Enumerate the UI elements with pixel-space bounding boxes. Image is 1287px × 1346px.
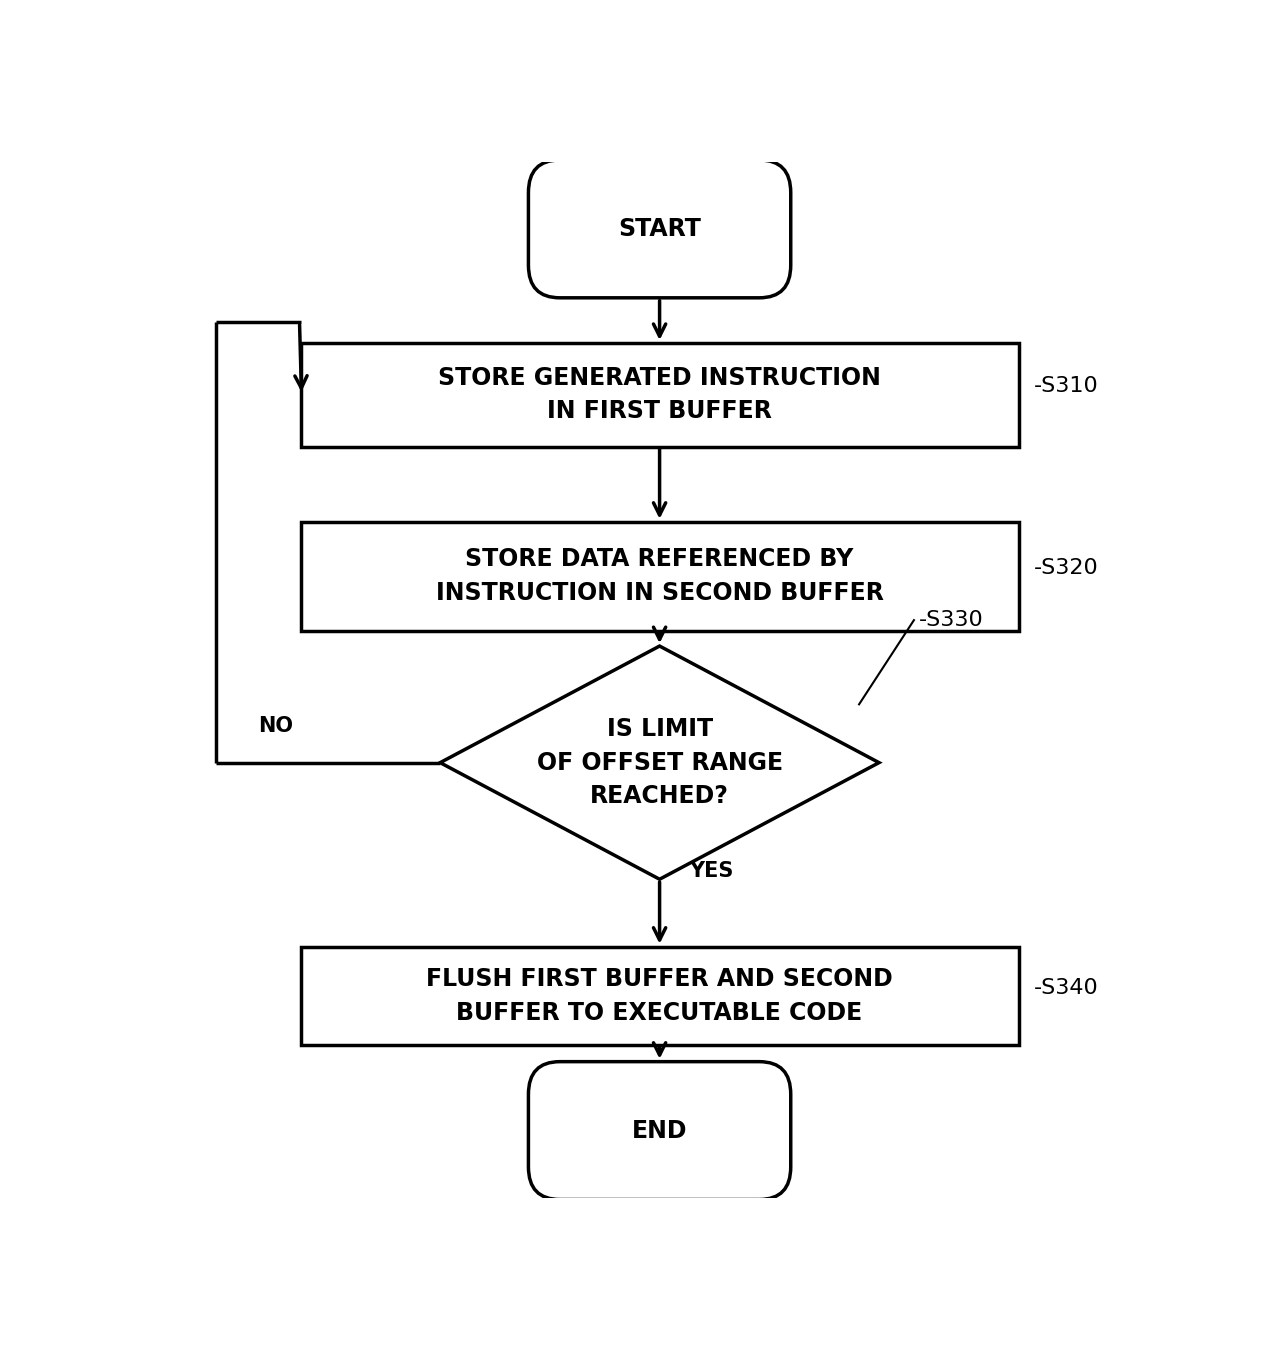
- Text: -S320: -S320: [1033, 557, 1098, 577]
- FancyBboxPatch shape: [529, 160, 790, 297]
- Polygon shape: [440, 646, 879, 879]
- Text: FLUSH FIRST BUFFER AND SECOND
BUFFER TO EXECUTABLE CODE: FLUSH FIRST BUFFER AND SECOND BUFFER TO …: [426, 966, 893, 1024]
- Text: -S330: -S330: [919, 610, 983, 630]
- Bar: [300, 343, 1019, 447]
- Text: STORE GENERATED INSTRUCTION
IN FIRST BUFFER: STORE GENERATED INSTRUCTION IN FIRST BUF…: [438, 366, 882, 424]
- Text: START: START: [618, 217, 701, 241]
- Text: END: END: [632, 1119, 687, 1143]
- Text: -S310: -S310: [1033, 377, 1098, 397]
- Bar: [300, 946, 1019, 1044]
- Bar: [300, 522, 1019, 630]
- Text: YES: YES: [690, 861, 734, 882]
- Text: NO: NO: [259, 716, 293, 736]
- FancyBboxPatch shape: [529, 1062, 790, 1199]
- Text: -S340: -S340: [1033, 977, 1098, 997]
- Text: STORE DATA REFERENCED BY
INSTRUCTION IN SECOND BUFFER: STORE DATA REFERENCED BY INSTRUCTION IN …: [436, 548, 883, 604]
- Text: IS LIMIT
OF OFFSET RANGE
REACHED?: IS LIMIT OF OFFSET RANGE REACHED?: [537, 717, 782, 808]
